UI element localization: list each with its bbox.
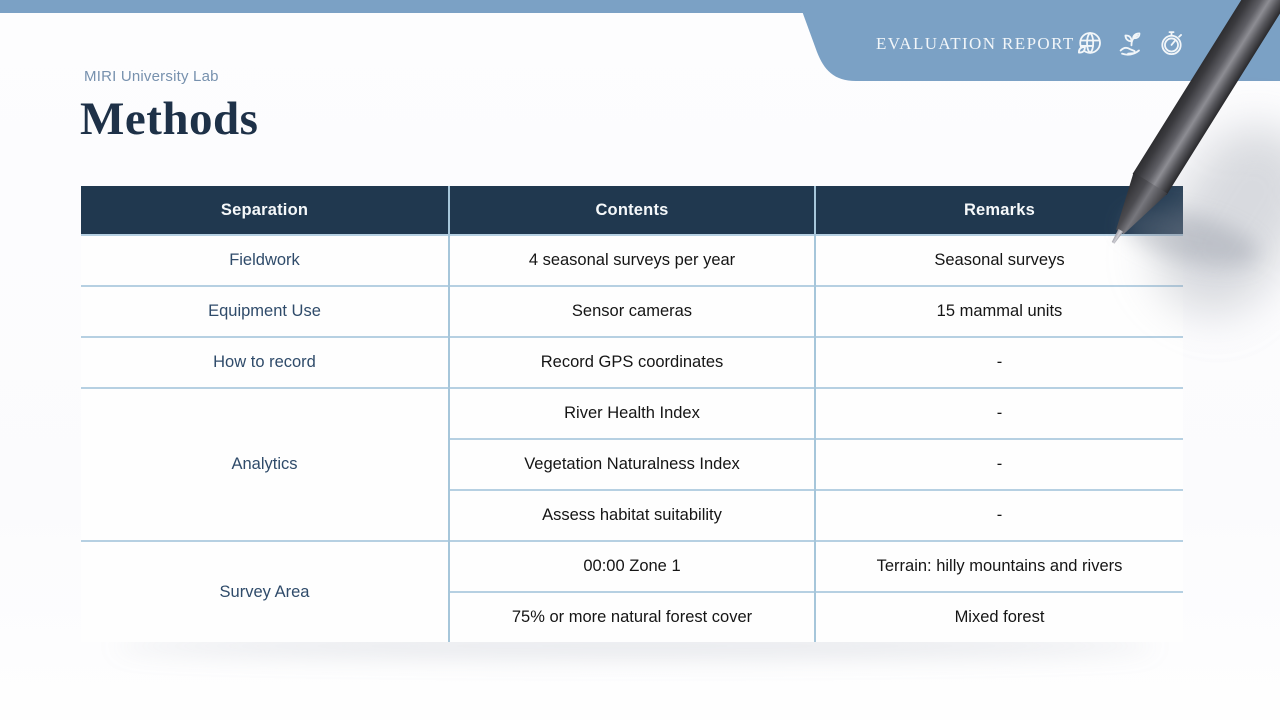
table-row: Assess habitat suitability - <box>81 489 1183 541</box>
cell-contents: Assess habitat suitability <box>448 489 815 541</box>
banner-icons <box>1075 29 1186 58</box>
table-row: How to record Record GPS coordinates - <box>81 336 1183 388</box>
table-row: Analytics River Health Index - <box>81 387 1183 541</box>
cell-contents: Record GPS coordinates <box>448 336 815 388</box>
page-title: Methods <box>80 93 259 145</box>
table-row: Fieldwork 4 seasonal surveys per year Se… <box>81 234 1183 286</box>
cell-separation: Equipment Use <box>81 285 449 337</box>
cell-contents: 00:00 Zone 1 <box>448 540 815 592</box>
table-row: Vegetation Naturalness Index - <box>81 438 1183 490</box>
eco-globe-icon <box>1075 29 1104 58</box>
cell-remarks: - <box>814 438 1183 490</box>
cell-separation: Fieldwork <box>81 234 449 286</box>
banner-title: EVALUATION REPORT <box>876 33 1075 53</box>
cell-remarks: - <box>814 336 1183 388</box>
cell-separation-merged: Analytics <box>81 387 449 541</box>
cell-contents: River Health Index <box>448 387 815 439</box>
cell-contents: 4 seasonal surveys per year <box>448 234 815 286</box>
cell-remarks: Terrain: hilly mountains and rivers <box>814 540 1183 592</box>
cell-separation-merged: Survey Area <box>81 540 449 642</box>
cell-remarks: Seasonal surveys <box>814 234 1183 286</box>
cell-contents: 75% or more natural forest cover <box>448 591 815 642</box>
cell-contents: Sensor cameras <box>448 285 815 337</box>
table-header-row: Separation Contents Remarks <box>81 186 1183 235</box>
cell-remarks: 15 mammal units <box>814 285 1183 337</box>
cell-contents: Vegetation Naturalness Index <box>448 438 815 490</box>
cell-remarks: Mixed forest <box>814 591 1183 642</box>
cell-remarks: - <box>814 489 1183 541</box>
table-row: 75% or more natural forest cover Mixed f… <box>81 591 1183 642</box>
table-row: Equipment Use Sensor cameras 15 mammal u… <box>81 285 1183 337</box>
pen-tip <box>1110 228 1124 244</box>
stopwatch-icon <box>1157 29 1186 58</box>
lab-name-label: MIRI University Lab <box>84 68 219 85</box>
table-row: Survey Area 00:00 Zone 1 Terrain: hilly … <box>81 540 1183 642</box>
cell-separation: How to record <box>81 336 449 388</box>
sprout-hand-icon <box>1116 29 1145 58</box>
cell-remarks: - <box>814 387 1183 439</box>
column-header-contents: Contents <box>448 186 815 235</box>
methods-table: Separation Contents Remarks Fieldwork 4 … <box>81 186 1183 642</box>
methods-table-container: Separation Contents Remarks Fieldwork 4 … <box>81 186 1183 642</box>
column-header-separation: Separation <box>81 186 449 235</box>
